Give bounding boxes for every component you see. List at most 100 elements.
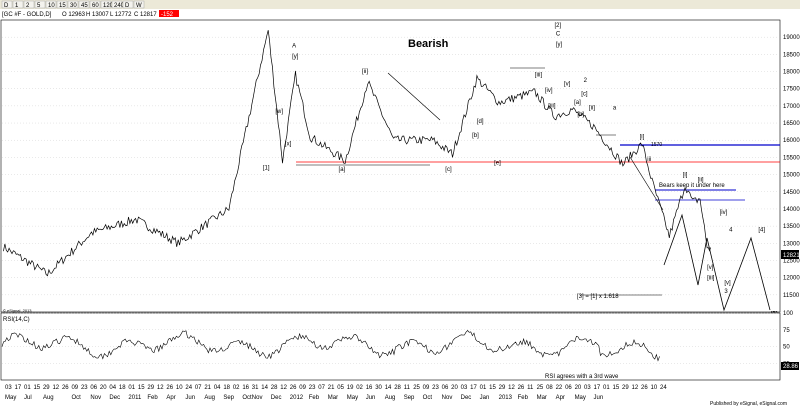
rsi-last: 28.86: [783, 364, 799, 370]
interval-button-1[interactable]: 1: [12, 0, 24, 9]
price-tick-label: 17000: [783, 104, 800, 110]
wave-label: [2]: [554, 23, 561, 29]
x-tick-label: 12: [632, 385, 639, 391]
trendline-ii: [387, 72, 441, 121]
x-month-label: Oct: [423, 395, 433, 401]
x-tick-label: 06: [90, 385, 97, 391]
x-tick-label: 23: [309, 385, 316, 391]
toolbar-bar: [0, 0, 800, 9]
wave-label: [d]: [477, 119, 484, 125]
x-tick-label: 18: [223, 385, 230, 391]
x-tick-label: 20: [451, 385, 458, 391]
x-month-label: Jul: [24, 395, 32, 401]
rsi-last-box: [781, 362, 799, 370]
x-month-label: Jun: [185, 395, 195, 401]
rsi-panel: [0, 312, 781, 381]
interval-button-2[interactable]: 2: [23, 0, 35, 9]
x-tick-label: 12: [280, 385, 287, 391]
interval-button-12[interactable]: W: [133, 0, 145, 9]
interval-button-6[interactable]: 30: [67, 0, 79, 9]
x-month-label: Dec: [109, 395, 120, 401]
wave-label: [1]: [263, 165, 270, 171]
x-month-label: Sep: [404, 395, 415, 401]
wave-label: [a]: [339, 167, 346, 173]
interval-label: 5: [37, 3, 41, 9]
interval-button-5[interactable]: 15: [56, 0, 68, 9]
x-tick-label: 02: [233, 385, 240, 391]
x-tick-label: 29: [147, 385, 154, 391]
change-badge-bg: [159, 10, 179, 17]
interval-label: 30: [70, 3, 77, 9]
x-tick-label: 25: [537, 385, 544, 391]
interval-label: 240: [114, 3, 125, 9]
wave-label: [w]: [275, 109, 283, 115]
x-month-label: Feb: [147, 395, 158, 401]
wave-label: [iii]: [707, 275, 715, 281]
symbol-label: [GC #F - GOLD,D]: [2, 12, 52, 18]
price-tick-label: 16000: [783, 138, 800, 144]
bears-note: Bears keep it under here: [659, 183, 725, 189]
wave-label: [iii]: [548, 104, 556, 110]
rsi-series: [1, 330, 660, 362]
x-tick-label: 12: [157, 385, 164, 391]
x-tick-label: 12: [508, 385, 515, 391]
price-tick-label: 12000: [783, 276, 800, 282]
open-value: O 12963: [62, 12, 86, 18]
x-tick-label: 09: [71, 385, 78, 391]
x-month-label: Nov: [90, 395, 101, 401]
x-tick-label: 03: [584, 385, 591, 391]
x-month-label: Jan: [480, 395, 490, 401]
x-month-label: Nov: [252, 395, 263, 401]
interval-button-3[interactable]: 5: [34, 0, 46, 9]
wave-label: iii: [647, 157, 651, 163]
x-tick-label: 16: [366, 385, 373, 391]
x-month-label: Dec: [271, 395, 282, 401]
x-tick-label: 12: [52, 385, 59, 391]
x-month-label: Oct: [71, 395, 81, 401]
wave-label: [4]: [758, 227, 765, 233]
interval-label: 2: [26, 3, 30, 9]
last-price-box: [781, 250, 799, 259]
footer: Published by eSignal, eSignal.com: [710, 401, 787, 407]
x-tick-label: 23: [432, 385, 439, 391]
interval-label: 60: [92, 3, 99, 9]
interval-button-4[interactable]: 10: [45, 0, 57, 9]
interval-button-7[interactable]: 45: [78, 0, 90, 9]
interval-button-0[interactable]: D: [1, 0, 13, 9]
x-tick-label: 11: [527, 385, 534, 391]
interval-button-8[interactable]: 60: [89, 0, 101, 9]
wave-label: 4: [729, 227, 733, 233]
x-tick-label: 15: [489, 385, 496, 391]
wave-label: 2: [584, 78, 588, 84]
x-tick-label: 10: [651, 385, 658, 391]
x-tick-label: 05: [337, 385, 344, 391]
change-badge: -152: [161, 12, 174, 18]
price-tick-label: 15500: [783, 155, 800, 161]
x-tick-label: 26: [62, 385, 69, 391]
x-tick-label: 15: [613, 385, 620, 391]
interval-button-11[interactable]: D: [122, 0, 134, 9]
x-month-label: Jun: [366, 395, 376, 401]
x-tick-label: 28: [394, 385, 401, 391]
wave-label: [v]: [724, 281, 731, 287]
price-panel: [0, 19, 781, 313]
x-tick-label: 07: [195, 385, 202, 391]
wave-label: [c]: [445, 167, 452, 173]
close-value: C 12817: [134, 12, 157, 18]
chart-title: Bearish: [408, 38, 449, 50]
wave-label: [i]: [640, 135, 645, 141]
interval-button-9[interactable]: 120: [100, 0, 114, 9]
x-tick-label: 17: [470, 385, 477, 391]
wave-label: [iv]: [545, 88, 553, 94]
level-label: 1570: [651, 142, 662, 148]
x-tick-label: 15: [138, 385, 145, 391]
interval-toolbar[interactable]: D 1 2 5 10 15 30 45 60 120 240 D W: [1, 0, 145, 9]
x-tick-label: 03: [461, 385, 468, 391]
x-tick-label: 01: [603, 385, 610, 391]
wave-label: A: [292, 43, 296, 49]
interval-button-10[interactable]: 240: [111, 0, 125, 9]
x-tick-label: 02: [356, 385, 363, 391]
x-month-label: May: [347, 395, 358, 401]
x-month-label: 2011: [128, 395, 142, 401]
